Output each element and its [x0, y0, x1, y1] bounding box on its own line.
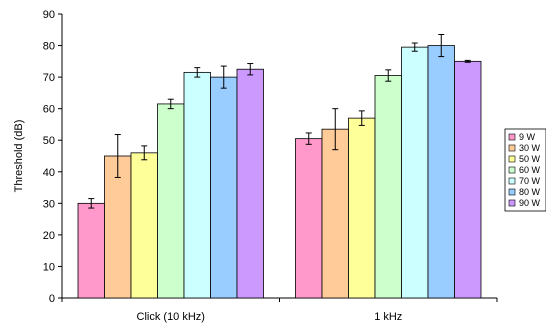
legend-swatch: [508, 177, 516, 185]
bar-50w: [130, 152, 158, 299]
y-axis-title: Threshold (dB): [13, 120, 25, 193]
legend-label: 70 W: [519, 176, 541, 186]
x-tick-label: 1 kHz: [374, 311, 402, 323]
bar-90w: [454, 60, 482, 299]
legend-label: 30 W: [519, 143, 541, 153]
legend-label: 9 W: [519, 132, 536, 142]
legend: 9 W30 W50 W60 W70 W80 W90 W: [504, 128, 546, 212]
legend-label: 90 W: [519, 198, 541, 208]
legend-swatch: [508, 155, 516, 163]
y-tick-label: 70: [43, 72, 55, 84]
bar-9w: [295, 138, 323, 299]
bar-70w: [183, 71, 211, 299]
y-tick-label: 80: [43, 41, 55, 53]
legend-swatch: [508, 188, 516, 196]
bar-30w: [321, 128, 349, 299]
legend-swatch: [508, 133, 516, 141]
y-tick-label: 30: [43, 198, 55, 210]
bar-60w: [157, 103, 185, 299]
x-tick-label: Click (10 kHz): [137, 311, 205, 323]
plot-area: 0 10 20 30 40 50 60 70 80 90 Click (10 kHz) 1 kHz: [43, 9, 498, 323]
y-tick-label: 20: [43, 230, 55, 242]
y-tick-label: 90: [43, 9, 55, 21]
y-tick-label: 40: [43, 167, 55, 179]
legend-label: 50 W: [519, 154, 541, 164]
bar-9w: [77, 202, 105, 299]
bar-80w: [427, 45, 455, 299]
legend-label: 80 W: [519, 187, 541, 197]
legend-swatch: [508, 199, 516, 207]
bar-80w: [210, 76, 238, 299]
legend-swatch: [508, 166, 516, 174]
bar-70w: [401, 46, 429, 299]
legend-swatch: [508, 144, 516, 152]
bar-90w: [236, 68, 264, 299]
y-tick-label: 0: [49, 293, 55, 305]
y-tick-label: 10: [43, 261, 55, 273]
y-tick-label: 50: [43, 135, 55, 147]
bar-60w: [374, 75, 402, 299]
y-tick-label: 60: [43, 104, 55, 116]
legend-label: 60 W: [519, 165, 541, 175]
bar-50w: [348, 117, 376, 299]
